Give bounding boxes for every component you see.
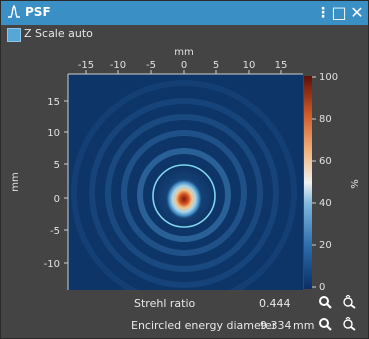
strehl-ratio-value: 0.444 — [259, 297, 291, 310]
y-tick-label: 10 — [47, 128, 60, 139]
encircled-energy-circle — [152, 164, 216, 228]
colorbar-tick-label: 20 — [319, 240, 332, 251]
psf-icon — [8, 5, 20, 18]
x-tick-label: 5 — [213, 60, 219, 71]
zoom-settings-icon[interactable] — [339, 316, 359, 335]
x-tick-label: -5 — [146, 60, 156, 71]
x-tick-label: -15 — [78, 60, 94, 71]
close-icon[interactable]: ✕ — [350, 3, 364, 22]
z-scale-checkbox[interactable] — [7, 28, 21, 42]
maximize-icon[interactable]: □ — [331, 3, 347, 22]
x-tick-label: 0 — [181, 60, 187, 71]
window-title: PSF — [25, 5, 51, 19]
menu-icon[interactable]: ⋮ — [316, 5, 330, 21]
encircled-energy-row: Encircled energy diameter 9.334 mm — [1, 316, 368, 338]
colorbar-tick-label: 80 — [319, 114, 332, 125]
title-bar[interactable]: PSF ⋮ □ ✕ — [1, 1, 368, 25]
y-tick-label: -10 — [44, 259, 60, 270]
encircled-energy-label: Encircled energy diameter — [131, 319, 277, 332]
y-tick-label: -5 — [50, 226, 60, 237]
y-tick-label: 5 — [54, 160, 60, 171]
colorbar — [304, 76, 312, 289]
x-tick-label: 15 — [275, 60, 288, 71]
encircled-energy-value: 9.334 — [260, 319, 292, 332]
x-tick-label: -10 — [110, 60, 126, 71]
y-axis-unit: mm — [10, 172, 21, 191]
colorbar-tick-label: 40 — [319, 198, 332, 209]
strehl-ratio-label: Strehl ratio — [134, 297, 196, 310]
colorbar-tick-label: 100 — [319, 72, 338, 83]
psf-rings — [71, 80, 297, 290]
psf-plot: mm -15 -10 -5 0 5 10 15 15 10 5 0 -5 -10… — [10, 47, 361, 291]
x-axis-unit: mm — [174, 47, 193, 58]
zoom-icon[interactable] — [315, 295, 335, 313]
y-tick-label: 15 — [47, 97, 60, 108]
colorbar-tick-label: 60 — [319, 156, 332, 167]
colorbar-tick-label: 0 — [319, 282, 325, 291]
zoom-settings-icon[interactable] — [339, 294, 359, 313]
zoom-icon[interactable] — [315, 317, 335, 335]
x-tick-label: 10 — [243, 60, 256, 71]
colorbar-unit: % — [350, 179, 361, 189]
z-scale-label: Z Scale auto — [24, 27, 93, 40]
encircled-energy-unit: mm — [293, 319, 315, 332]
y-tick-label: 0 — [54, 194, 60, 205]
strehl-ratio-row: Strehl ratio 0.444 — [1, 294, 368, 316]
